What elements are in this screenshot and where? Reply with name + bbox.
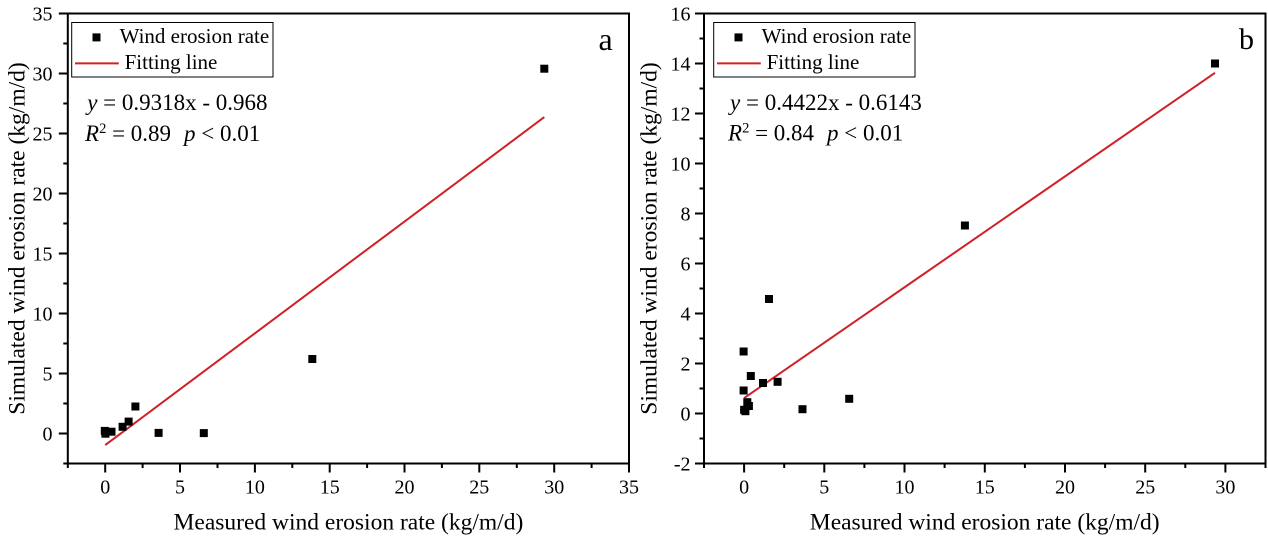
svg-text:0: 0 — [100, 477, 110, 499]
svg-text:Simulated wind erosion rate (k: Simulated wind erosion rate (kg/m/d) — [5, 62, 31, 414]
svg-text:6: 6 — [681, 254, 691, 276]
svg-text:20: 20 — [395, 477, 415, 499]
svg-text:10: 10 — [33, 304, 53, 326]
svg-text:Wind erosion rate: Wind erosion rate — [762, 24, 912, 48]
svg-text:15: 15 — [320, 477, 340, 499]
svg-text:R2 = 0.84p < 0.01: R2 = 0.84 p < 0.01 — [727, 121, 903, 146]
svg-text:y = 0.4422x - 0.6143: y = 0.4422x - 0.6143 — [728, 90, 922, 115]
svg-text:0: 0 — [681, 404, 691, 426]
svg-text:30: 30 — [544, 477, 564, 499]
svg-text:12: 12 — [671, 104, 691, 126]
svg-text:Wind erosion rate: Wind erosion rate — [120, 24, 270, 48]
svg-text:-2: -2 — [674, 454, 691, 476]
svg-text:2: 2 — [681, 354, 691, 376]
svg-text:25: 25 — [1135, 477, 1155, 499]
svg-text:10: 10 — [671, 154, 691, 176]
svg-text:Fitting line: Fitting line — [125, 50, 218, 74]
svg-text:30: 30 — [33, 64, 53, 86]
svg-text:y = 0.9318x - 0.968: y = 0.9318x - 0.968 — [85, 90, 267, 115]
svg-text:4: 4 — [681, 304, 691, 326]
svg-text:5: 5 — [819, 477, 829, 499]
svg-text:Simulated wind erosion rate (k: Simulated wind erosion rate (kg/m/d) — [637, 62, 663, 414]
svg-text:5: 5 — [175, 477, 185, 499]
svg-text:b: b — [1239, 23, 1254, 56]
svg-text:R2 = 0.89p < 0.01: R2 = 0.89 p < 0.01 — [84, 121, 260, 146]
svg-text:5: 5 — [43, 364, 53, 386]
svg-text:0: 0 — [739, 477, 749, 499]
svg-text:Measured wind erosion rate (kg: Measured wind erosion rate (kg/m/d) — [174, 509, 524, 535]
svg-text:15: 15 — [33, 244, 53, 266]
svg-text:25: 25 — [33, 124, 53, 146]
svg-text:15: 15 — [975, 477, 995, 499]
svg-text:Fitting line: Fitting line — [767, 50, 860, 74]
svg-text:25: 25 — [469, 477, 489, 499]
svg-text:0: 0 — [43, 424, 53, 446]
svg-text:30: 30 — [1215, 477, 1235, 499]
svg-text:10: 10 — [895, 477, 915, 499]
svg-text:Measured wind erosion rate (kg: Measured wind erosion rate (kg/m/d) — [810, 509, 1160, 535]
svg-text:35: 35 — [33, 4, 53, 26]
svg-text:20: 20 — [1055, 477, 1075, 499]
svg-text:35: 35 — [619, 477, 639, 499]
svg-text:20: 20 — [33, 184, 53, 206]
svg-text:10: 10 — [245, 477, 265, 499]
svg-text:16: 16 — [671, 4, 691, 26]
svg-text:14: 14 — [671, 54, 691, 76]
svg-text:8: 8 — [681, 204, 691, 226]
svg-text:a: a — [599, 21, 613, 57]
